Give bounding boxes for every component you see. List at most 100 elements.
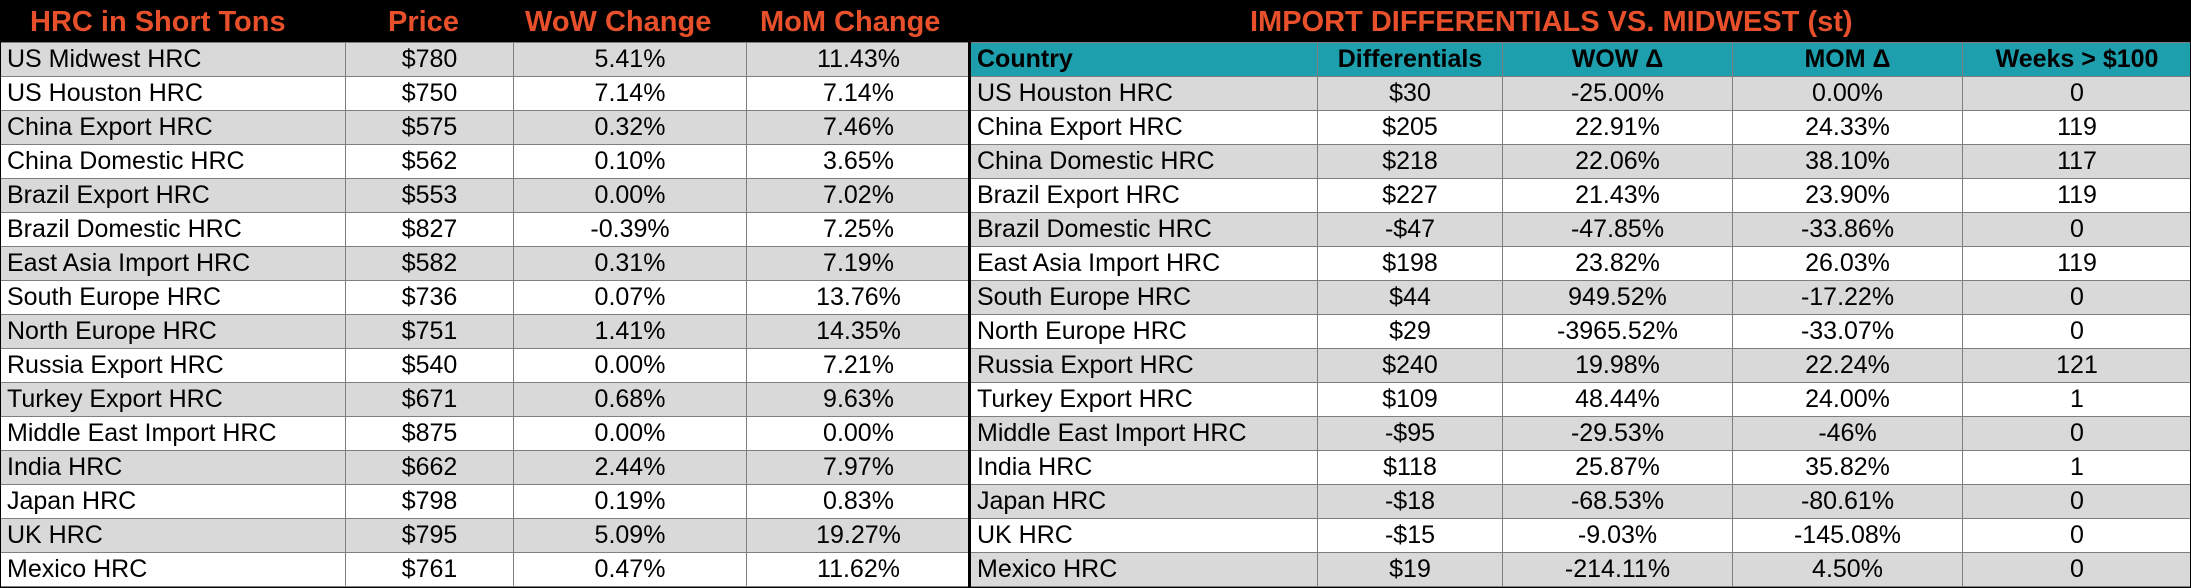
mom-delta-cell: 23.90% bbox=[1732, 178, 1963, 213]
price-cell: $553 bbox=[345, 178, 514, 213]
price-cell: $750 bbox=[345, 76, 514, 111]
product-name-cell: Brazil Domestic HRC bbox=[0, 212, 346, 247]
weeks-over-100-cell: 0 bbox=[1962, 484, 2191, 519]
mom-delta-cell: 35.82% bbox=[1732, 450, 1963, 485]
price-cell: $761 bbox=[345, 552, 514, 587]
differential-cell: $227 bbox=[1317, 178, 1503, 213]
mom-change-cell: 11.62% bbox=[746, 552, 971, 587]
weeks-over-100-cell: 119 bbox=[1962, 178, 2191, 213]
table-row: East Asia Import HRC $198 23.82% 26.03% 119 bbox=[970, 246, 2191, 281]
table-row: US Midwest HRC $780 5.41% 11.43% bbox=[0, 42, 971, 77]
table-row: Brazil Domestic HRC $827 -0.39% 7.25% bbox=[0, 212, 971, 247]
country-cell: Brazil Export HRC bbox=[970, 178, 1318, 213]
table-row: China Export HRC $205 22.91% 24.33% 119 bbox=[970, 110, 2191, 145]
table-row: China Export HRC $575 0.32% 7.46% bbox=[0, 110, 971, 145]
table-row: China Domestic HRC $218 22.06% 38.10% 117 bbox=[970, 144, 2191, 179]
country-cell: Mexico HRC bbox=[970, 552, 1318, 587]
table-row: South Europe HRC $736 0.07% 13.76% bbox=[0, 280, 971, 315]
wow-delta-cell: 22.91% bbox=[1502, 110, 1733, 145]
mom-delta-cell: 22.24% bbox=[1732, 348, 1963, 383]
price-cell: $662 bbox=[345, 450, 514, 485]
weeks-over-100-column-header: Weeks > $100 bbox=[1962, 42, 2191, 77]
table-divider bbox=[968, 0, 971, 588]
table-row: Middle East Import HRC $875 0.00% 0.00% bbox=[0, 416, 971, 451]
table-row: Brazil Export HRC $553 0.00% 7.02% bbox=[0, 178, 971, 213]
table-row: Turkey Export HRC $671 0.68% 9.63% bbox=[0, 382, 971, 417]
wow-column-header: WoW Change bbox=[525, 6, 712, 38]
wow-change-cell: 0.10% bbox=[513, 144, 747, 179]
table-row: North Europe HRC $751 1.41% 14.35% bbox=[0, 314, 971, 349]
table-row: UK HRC -$15 -9.03% -145.08% 0 bbox=[970, 518, 2191, 553]
mom-change-cell: 0.83% bbox=[746, 484, 971, 519]
mom-change-cell: 7.14% bbox=[746, 76, 971, 111]
wow-delta-cell: 21.43% bbox=[1502, 178, 1733, 213]
product-name-cell: Brazil Export HRC bbox=[0, 178, 346, 213]
weeks-over-100-cell: 0 bbox=[1962, 314, 2191, 349]
mom-delta-cell: 24.33% bbox=[1732, 110, 1963, 145]
weeks-over-100-cell: 117 bbox=[1962, 144, 2191, 179]
mom-delta-cell: -80.61% bbox=[1732, 484, 1963, 519]
wow-change-cell: 0.47% bbox=[513, 552, 747, 587]
wow-change-cell: 0.07% bbox=[513, 280, 747, 315]
weeks-over-100-cell: 0 bbox=[1962, 518, 2191, 553]
wow-delta-cell: -3965.52% bbox=[1502, 314, 1733, 349]
weeks-over-100-cell: 119 bbox=[1962, 246, 2191, 281]
wow-delta-column-header: WOW Δ bbox=[1502, 42, 1733, 77]
country-cell: Brazil Domestic HRC bbox=[970, 212, 1318, 247]
country-cell: Russia Export HRC bbox=[970, 348, 1318, 383]
wow-delta-cell: -25.00% bbox=[1502, 76, 1733, 111]
mom-delta-column-header: MOM Δ bbox=[1732, 42, 1963, 77]
mom-change-cell: 0.00% bbox=[746, 416, 971, 451]
wow-delta-cell: 48.44% bbox=[1502, 382, 1733, 417]
table-row: China Domestic HRC $562 0.10% 3.65% bbox=[0, 144, 971, 179]
price-cell: $582 bbox=[345, 246, 514, 281]
product-name-cell: US Midwest HRC bbox=[0, 42, 346, 77]
differentials-column-header: Differentials bbox=[1317, 42, 1503, 77]
price-cell: $875 bbox=[345, 416, 514, 451]
table-row: Mexico HRC $761 0.47% 11.62% bbox=[0, 552, 971, 587]
weeks-over-100-cell: 0 bbox=[1962, 280, 2191, 315]
mom-delta-cell: -145.08% bbox=[1732, 518, 1963, 553]
differential-cell: -$47 bbox=[1317, 212, 1503, 247]
differential-cell: $30 bbox=[1317, 76, 1503, 111]
mom-delta-cell: 24.00% bbox=[1732, 382, 1963, 417]
table-row: East Asia Import HRC $582 0.31% 7.19% bbox=[0, 246, 971, 281]
wow-change-cell: 7.14% bbox=[513, 76, 747, 111]
left-table-title: HRC in Short Tons bbox=[30, 6, 286, 38]
weeks-over-100-cell: 0 bbox=[1962, 212, 2191, 247]
table-row: Turkey Export HRC $109 48.44% 24.00% 1 bbox=[970, 382, 2191, 417]
mom-delta-cell: 0.00% bbox=[1732, 76, 1963, 111]
price-cell: $827 bbox=[345, 212, 514, 247]
mom-change-cell: 9.63% bbox=[746, 382, 971, 417]
table-row: Middle East Import HRC -$95 -29.53% -46% 0 bbox=[970, 416, 2191, 451]
import-differentials-table: Country Differentials WOW Δ MOM Δ Weeks … bbox=[970, 42, 2191, 587]
weeks-over-100-cell: 0 bbox=[1962, 76, 2191, 111]
country-cell: China Domestic HRC bbox=[970, 144, 1318, 179]
differential-cell: $44 bbox=[1317, 280, 1503, 315]
price-cell: $671 bbox=[345, 382, 514, 417]
product-name-cell: East Asia Import HRC bbox=[0, 246, 346, 281]
wow-change-cell: 0.68% bbox=[513, 382, 747, 417]
product-name-cell: Turkey Export HRC bbox=[0, 382, 346, 417]
wow-delta-cell: -47.85% bbox=[1502, 212, 1733, 247]
table-row: Mexico HRC $19 -214.11% 4.50% 0 bbox=[970, 552, 2191, 587]
table-row: India HRC $118 25.87% 35.82% 1 bbox=[970, 450, 2191, 485]
wow-change-cell: -0.39% bbox=[513, 212, 747, 247]
wow-change-cell: 5.41% bbox=[513, 42, 747, 77]
column-header-row: Country Differentials WOW Δ MOM Δ Weeks … bbox=[970, 42, 2191, 77]
wow-delta-cell: -68.53% bbox=[1502, 484, 1733, 519]
price-cell: $795 bbox=[345, 518, 514, 553]
wow-change-cell: 0.31% bbox=[513, 246, 747, 281]
price-cell: $751 bbox=[345, 314, 514, 349]
hrc-price-table: US Midwest HRC $780 5.41% 11.43% US Houston … bbox=[0, 42, 971, 587]
price-cell: $736 bbox=[345, 280, 514, 315]
wow-delta-cell: 19.98% bbox=[1502, 348, 1733, 383]
product-name-cell: Japan HRC bbox=[0, 484, 346, 519]
country-cell: North Europe HRC bbox=[970, 314, 1318, 349]
mom-change-cell: 7.25% bbox=[746, 212, 971, 247]
mom-change-cell: 11.43% bbox=[746, 42, 971, 77]
mom-change-cell: 13.76% bbox=[746, 280, 971, 315]
differential-cell: $118 bbox=[1317, 450, 1503, 485]
mom-delta-cell: -33.86% bbox=[1732, 212, 1963, 247]
